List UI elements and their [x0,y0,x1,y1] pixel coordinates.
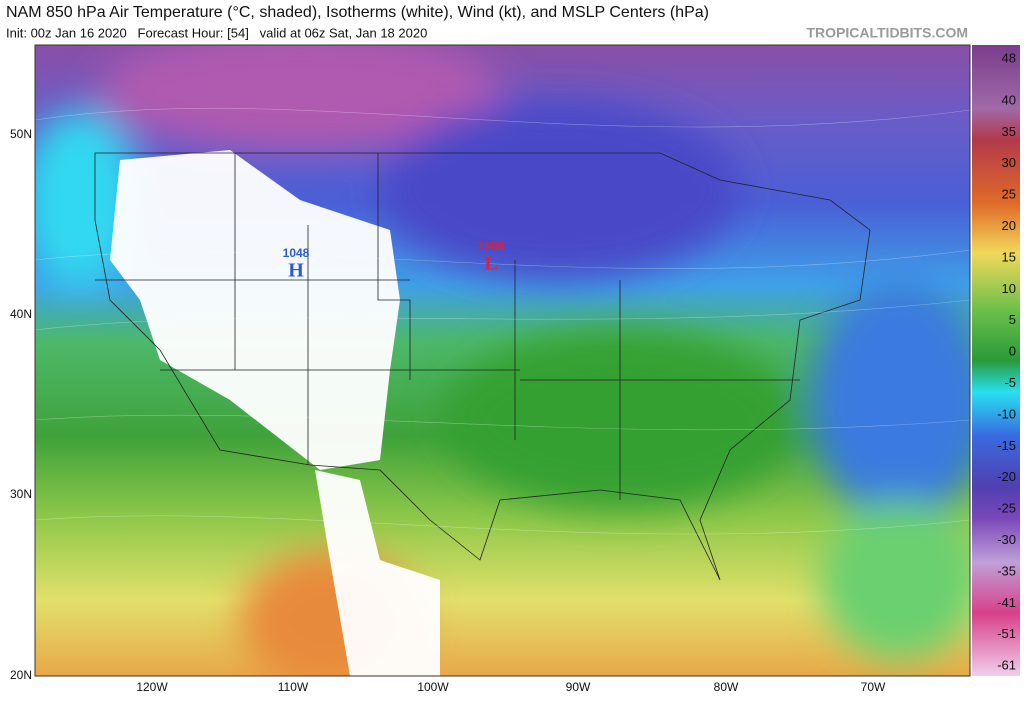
colorbar-label: -20 [997,469,1016,484]
pressure-symbol: L [484,253,497,275]
colorbar-label: 48 [1002,50,1016,65]
colorbar-label: 15 [1002,249,1016,264]
title: NAM 850 hPa Air Temperature (°C, shaded)… [6,4,709,21]
pressure-symbol: H [288,260,304,282]
lon-label: 100W [417,680,449,694]
lat-label: 50N [10,127,32,141]
lon-label: 110W [278,680,309,694]
lon-label: 120W [136,680,168,694]
colorbar-label: -35 [997,563,1016,578]
colorbar-label: 5 [1009,312,1016,327]
pressure-value: 1009 [478,239,505,253]
colorbar-label: 40 [1002,92,1016,107]
lon-label: 90W [566,680,591,694]
colorbar-label: 30 [1002,155,1016,170]
lon-label: 80W [714,680,739,694]
colorbar-label: -51 [997,626,1016,641]
colorbar-label: 10 [1002,281,1016,296]
colorbar-label: -30 [997,532,1016,547]
colorbar-label: -15 [997,438,1016,453]
colorbar-label: -25 [997,501,1016,516]
map [35,45,970,676]
colorbar-label: -41 [997,595,1016,610]
colorbar-label: 25 [1002,187,1016,202]
colorbar-label: 20 [1002,218,1016,233]
colorbar [972,45,1020,676]
colorbar-label: 35 [1002,124,1016,139]
colorbar-label: -61 [997,658,1016,673]
map-frame [34,44,971,677]
lat-label: 30N [10,487,32,501]
colorbar-label: -10 [997,406,1016,421]
colorbar-label: 0 [1009,344,1016,359]
lat-label: 20N [10,668,32,682]
credit: TROPICALTIDBITS.COM [806,25,968,41]
lat-label: 40N [10,307,32,321]
lon-label: 70W [861,680,886,694]
colorbar-label: -5 [1004,375,1016,390]
pressure-value: 1048 [283,246,310,260]
subtitle: Init: 00z Jan 16 2020 Forecast Hour: [54… [6,25,427,40]
